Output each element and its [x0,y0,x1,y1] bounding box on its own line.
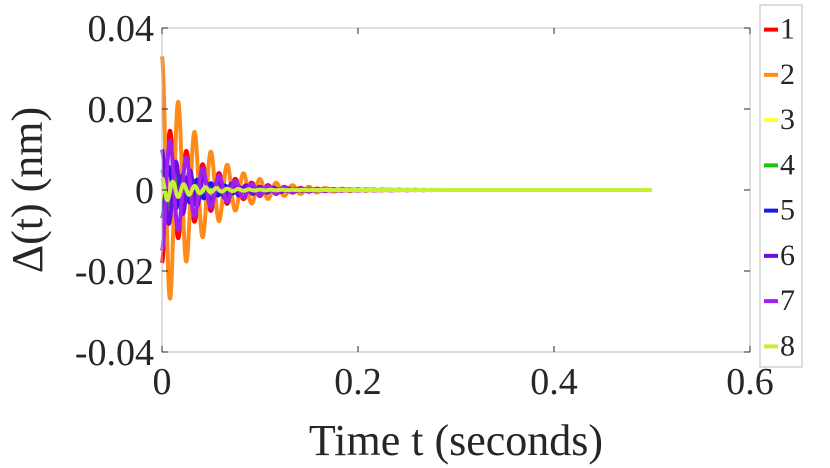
series-layer [160,56,654,301]
y-tick-label: -0.04 [75,332,154,374]
y-tick-label: -0.02 [75,251,154,293]
legend-label-8: 8 [780,329,795,362]
x-tick-label: 0.4 [530,361,578,403]
x-tick-label: 0.2 [334,361,382,403]
y-tick-label: 0.04 [88,8,155,50]
legend-box [759,4,803,368]
legend-label-3: 3 [780,103,795,136]
series-line-8 [160,176,654,203]
x-tick-label: 0 [153,361,172,403]
legend-label-7: 7 [780,284,795,317]
axes: 0 0.2 0.4 0.6 -0.04 -0.02 0 0.02 0.04 [75,8,774,403]
x-axis-title: Time t (seconds) [309,416,603,465]
y-tick-label: 0 [135,170,154,212]
legend-label-4: 4 [780,148,795,181]
y-tick-label: 0.02 [88,89,155,131]
legend-label-1: 1 [780,13,795,46]
legend-label-5: 5 [780,194,795,227]
x-tick-label: 0.6 [726,361,774,403]
legend: 1 2 3 4 5 6 7 8 [759,4,803,368]
y-axis-title: Δ(t) (nm) [3,107,52,273]
legend-label-2: 2 [780,58,795,91]
legend-label-6: 6 [780,239,795,272]
